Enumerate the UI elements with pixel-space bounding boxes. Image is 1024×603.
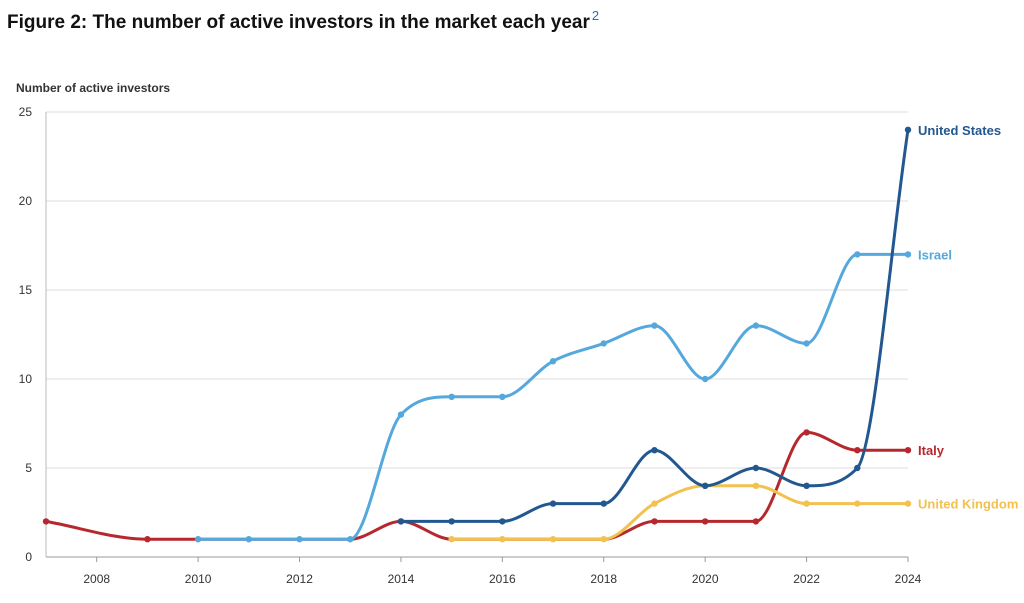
x-tick-label: 2014 xyxy=(388,572,415,586)
x-tick-label: 2008 xyxy=(83,572,110,586)
point-italy xyxy=(144,536,151,543)
point-united-kingdom xyxy=(803,500,810,507)
series-labels: Italy United Kingdom Israel United States xyxy=(918,123,1018,512)
point-israel xyxy=(600,340,607,347)
x-tick-label: 2024 xyxy=(895,572,922,586)
figure-title: Figure 2: The number of active investors… xyxy=(7,8,599,34)
x-tick-label: 2010 xyxy=(185,572,212,586)
point-united-states xyxy=(854,464,861,472)
series-italy xyxy=(42,429,912,543)
x-tick-label: 2012 xyxy=(286,572,313,586)
series-united-states xyxy=(397,126,912,525)
series-united-kingdom xyxy=(448,482,912,543)
point-united-kingdom xyxy=(752,482,760,489)
x-tick-label: 2016 xyxy=(489,572,516,586)
point-italy xyxy=(854,447,861,454)
point-united-kingdom xyxy=(904,500,912,507)
point-united-states xyxy=(397,518,405,525)
y-tick-labels: 0 5 10 15 20 25 xyxy=(19,105,33,564)
point-united-states xyxy=(651,447,658,454)
point-united-states xyxy=(904,126,912,133)
series-group xyxy=(42,126,912,543)
point-united-states xyxy=(448,518,455,525)
point-united-kingdom xyxy=(549,536,557,543)
point-italy xyxy=(701,518,709,525)
point-israel xyxy=(701,375,709,383)
line-united-kingdom xyxy=(450,484,910,541)
series-label-united-states: United States xyxy=(918,123,1001,138)
x-tick-label: 2020 xyxy=(692,572,719,586)
y-tick-label: 5 xyxy=(25,461,32,475)
y-tick-label: 20 xyxy=(19,194,33,208)
series-israel xyxy=(194,251,912,543)
point-israel xyxy=(752,322,760,329)
point-united-states xyxy=(549,500,557,507)
point-united-kingdom xyxy=(499,536,506,543)
point-israel xyxy=(651,322,658,329)
point-israel xyxy=(803,340,810,347)
point-israel xyxy=(499,393,506,400)
point-united-kingdom xyxy=(854,500,861,507)
point-united-states xyxy=(803,482,810,489)
point-united-states xyxy=(752,464,760,472)
y-tick-label: 10 xyxy=(19,372,33,386)
figure-title-text: Figure 2: The number of active investors… xyxy=(7,12,590,33)
point-italy xyxy=(904,447,912,454)
point-israel xyxy=(245,536,253,543)
series-label-israel: Israel xyxy=(918,247,952,262)
y-tick-label: 25 xyxy=(19,105,33,119)
point-israel xyxy=(904,251,912,258)
point-united-kingdom xyxy=(651,500,658,507)
line-israel xyxy=(196,252,910,541)
point-united-kingdom xyxy=(600,536,607,543)
series-label-italy: Italy xyxy=(918,443,945,458)
series-label-united-kingdom: United Kingdom xyxy=(918,497,1018,512)
point-italy xyxy=(803,429,810,436)
x-tick-label: 2022 xyxy=(793,572,820,586)
point-israel xyxy=(194,536,202,543)
point-united-states xyxy=(499,518,506,525)
point-united-kingdom xyxy=(448,536,455,543)
point-italy xyxy=(42,518,50,525)
line-italy xyxy=(44,430,910,541)
y-tick-label: 0 xyxy=(25,550,32,564)
point-israel xyxy=(397,411,405,418)
point-israel xyxy=(448,393,455,400)
x-tick-labels: 2008 2010 2012 2014 2016 2018 2020 2022 2024 xyxy=(83,572,921,586)
point-israel xyxy=(549,358,557,365)
point-united-states xyxy=(701,482,709,489)
y-tick-label: 15 xyxy=(19,283,33,297)
point-united-states xyxy=(600,500,607,507)
point-italy xyxy=(651,518,658,525)
y-axis-label: Number of active investors xyxy=(16,81,171,95)
x-tick-label: 2018 xyxy=(590,572,617,586)
point-israel xyxy=(347,536,354,543)
footnote-link[interactable]: 2 xyxy=(591,8,600,23)
point-italy xyxy=(752,518,760,525)
point-israel xyxy=(296,536,303,543)
point-israel xyxy=(854,251,861,258)
